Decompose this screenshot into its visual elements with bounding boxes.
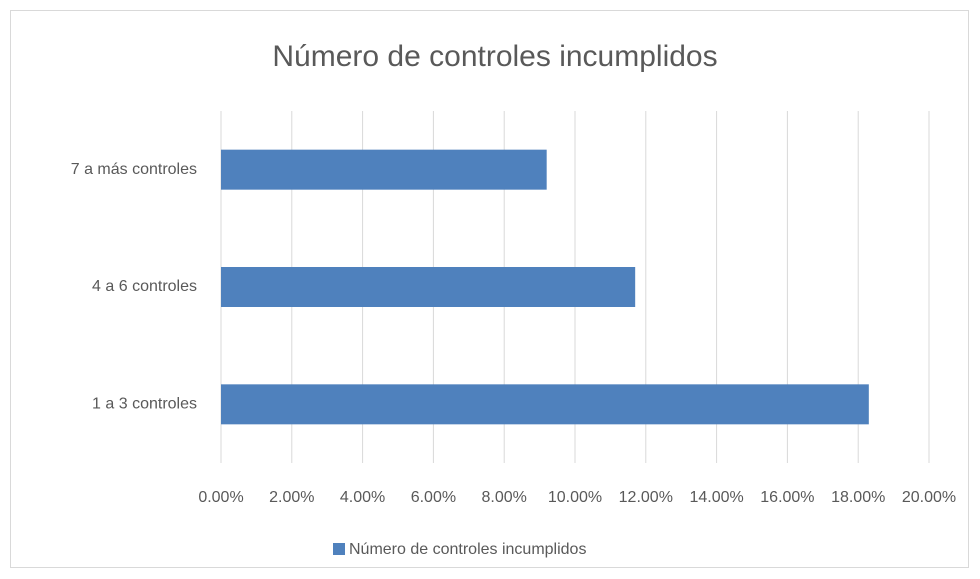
- x-tick-label: 4.00%: [340, 489, 385, 506]
- x-tick-label: 10.00%: [548, 489, 602, 506]
- x-tick-label: 18.00%: [831, 489, 885, 506]
- legend-swatch: [333, 543, 345, 555]
- bar: [221, 384, 869, 425]
- chart-title: Número de controles incumplidos: [272, 40, 717, 73]
- y-tick-label: 7 a más controles: [71, 161, 197, 178]
- x-tick-label: 6.00%: [411, 489, 456, 506]
- legend-label: Número de controles incumplidos: [349, 541, 586, 558]
- y-tick-label: 4 a 6 controles: [92, 278, 197, 295]
- x-tick-label: 8.00%: [482, 489, 527, 506]
- x-tick-label: 16.00%: [760, 489, 814, 506]
- bar: [221, 149, 547, 190]
- x-tick-label: 12.00%: [619, 489, 673, 506]
- x-tick-label: 2.00%: [269, 489, 314, 506]
- x-tick-label: 20.00%: [902, 489, 956, 506]
- x-tick-label: 0.00%: [198, 489, 243, 506]
- x-tick-label: 14.00%: [689, 489, 743, 506]
- bar: [221, 267, 636, 307]
- y-tick-label: 1 a 3 controles: [92, 396, 197, 413]
